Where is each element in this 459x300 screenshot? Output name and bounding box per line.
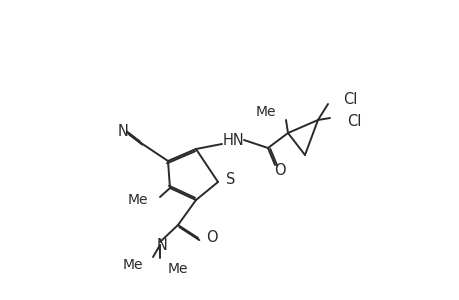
Text: Me: Me — [122, 258, 143, 272]
Text: HN: HN — [223, 133, 244, 148]
Text: Cl: Cl — [342, 92, 357, 106]
Text: Me: Me — [255, 105, 275, 119]
Text: O: O — [274, 163, 285, 178]
Text: Me: Me — [127, 193, 148, 207]
Text: N: N — [118, 124, 128, 139]
Text: Me: Me — [168, 262, 188, 276]
Text: S: S — [225, 172, 235, 188]
Text: Cl: Cl — [346, 113, 361, 128]
Text: O: O — [206, 230, 217, 245]
Text: N: N — [156, 238, 167, 253]
